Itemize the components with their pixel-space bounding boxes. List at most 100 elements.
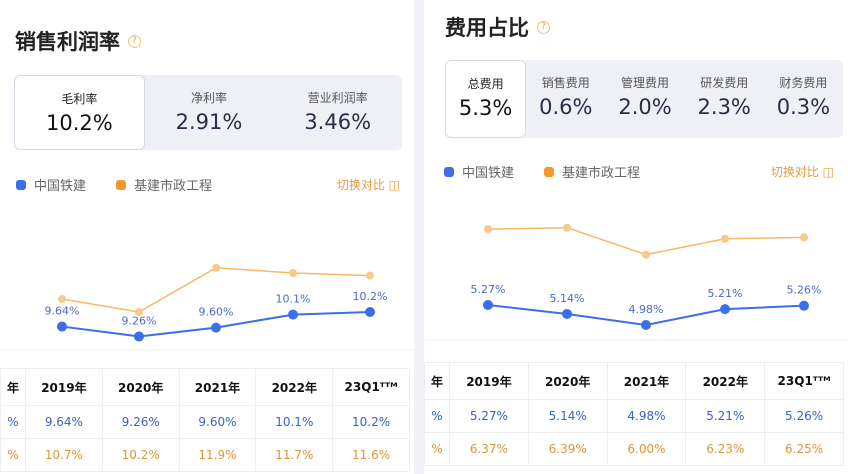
tab-label: 财务费用: [779, 76, 828, 90]
data-point[interactable]: [212, 263, 220, 272]
data-point[interactable]: [800, 233, 808, 242]
table-cell: 2022年: [255, 368, 334, 406]
legend-label: 基建市政工程: [562, 166, 641, 181]
legend-dot-series2: [116, 179, 127, 190]
switch-compare-button[interactable]: 切换对比 ◫: [336, 178, 400, 192]
data-label: 5.14%: [550, 292, 585, 305]
table-cell: 23Q1ᵀᵀᴹ: [332, 368, 410, 406]
tab-gross-margin[interactable]: 毛利率 10.2%: [14, 75, 145, 150]
data-point[interactable]: [720, 304, 730, 315]
table-cell: 2019年: [449, 362, 529, 400]
data-point[interactable]: [799, 300, 809, 311]
table-cell: 10.1%: [255, 405, 334, 439]
tab-finance-expense[interactable]: 财务费用 0.3%: [764, 60, 843, 138]
tab-value: 3.46%: [304, 110, 372, 134]
tab-label: 营业利润率: [307, 91, 368, 105]
data-point[interactable]: [211, 322, 221, 333]
data-point[interactable]: [484, 225, 492, 234]
data-point[interactable]: [288, 309, 298, 320]
data-point[interactable]: [289, 269, 297, 277]
table-cell: 9.64%: [25, 405, 103, 439]
tab-value: 2.3%: [697, 95, 751, 119]
panel-title: 费用占比: [445, 16, 529, 40]
table-cell: 6.37%: [449, 432, 529, 466]
legend-dot-series1: [16, 179, 26, 190]
table-cell: 5.27%: [449, 399, 529, 433]
help-icon[interactable]: ?: [537, 20, 550, 34]
tab-label: 总费用: [467, 77, 504, 91]
data-point[interactable]: [563, 223, 571, 232]
legend-label: 中国铁建: [462, 166, 515, 181]
tab-value: 2.91%: [175, 110, 243, 134]
legend-dot-series2: [544, 166, 555, 177]
data-point[interactable]: [134, 331, 144, 342]
data-point[interactable]: [642, 250, 650, 259]
metric-tabs: 毛利率 10.2% 净利率 2.91% 营业利润率 3.46%: [14, 75, 402, 150]
tab-label: 研发费用: [700, 76, 749, 90]
table-cell: %: [424, 399, 450, 433]
table-cell: 5.26%: [764, 399, 844, 433]
tab-net-margin[interactable]: 净利率 2.91%: [145, 75, 274, 150]
title-bar: 费用占比 ?: [445, 12, 550, 42]
table-cell: 10.2%: [332, 405, 410, 439]
table-cell: 2022年: [685, 362, 766, 400]
data-point[interactable]: [366, 271, 374, 280]
data-point[interactable]: [57, 321, 67, 332]
data-label: 5.27%: [471, 283, 506, 296]
title-bar: 销售利润率 ?: [15, 26, 141, 56]
table-cell: 11.7%: [255, 438, 334, 472]
tab-value: 0.3%: [776, 95, 831, 119]
tab-total-expense[interactable]: 总费用 5.3%: [445, 60, 527, 138]
help-icon[interactable]: ?: [128, 34, 141, 48]
switch-compare-button[interactable]: 切换对比 ◫: [770, 165, 834, 179]
table-row: 年 2019年 2020年 2021年 2022年 23Q1ᵀᵀᴹ: [424, 362, 844, 400]
table-cell: %: [0, 405, 26, 439]
legend-dot-series1: [444, 166, 454, 177]
table-cell: %: [424, 432, 450, 466]
line-chart: 9.64% 9.26% 9.60% 10.1% 10.2%: [0, 263, 414, 351]
tab-value: 0.6%: [539, 95, 593, 119]
table-cell: 6.39%: [527, 432, 608, 466]
table-cell: 10.2%: [101, 438, 180, 472]
table-cell: 5.21%: [685, 399, 766, 433]
data-point[interactable]: [641, 320, 651, 330]
data-point[interactable]: [135, 308, 143, 316]
data-label: 4.98%: [629, 303, 664, 316]
tab-operating-margin[interactable]: 营业利润率 3.46%: [273, 75, 402, 150]
tab-value: 2.0%: [618, 95, 672, 119]
table-row: % 9.64% 9.26% 9.60% 10.1% 10.2%: [0, 405, 410, 439]
chart-legend: 中国铁建 基建市政工程: [444, 162, 640, 181]
data-point[interactable]: [58, 295, 66, 303]
legend-label: 基建市政工程: [134, 179, 213, 194]
chart-legend: 中国铁建 基建市政工程: [16, 175, 212, 194]
table-cell: 4.98%: [606, 399, 687, 433]
table-cell: 9.60%: [178, 405, 257, 439]
table-cell: 年: [0, 368, 26, 406]
tab-rd-expense[interactable]: 研发费用 2.3%: [685, 60, 764, 138]
table-cell: 6.25%: [764, 432, 844, 466]
data-label: 10.1%: [276, 293, 311, 306]
data-table: 年 2019年 2020年 2021年 2022年 23Q1ᵀᵀᴹ% 9.64% 9.26% 9…: [0, 368, 410, 472]
data-point[interactable]: [365, 307, 375, 317]
data-point[interactable]: [483, 299, 493, 310]
table-cell: 11.6%: [332, 438, 410, 472]
data-label: 5.21%: [708, 287, 743, 300]
metric-tabs: 总费用 5.3% 销售费用 0.6% 管理费用 2.0% 研发费用 2.3% 财务费用 0…: [445, 60, 843, 138]
data-label: 9.26%: [122, 314, 157, 327]
table-cell: 6.00%: [606, 432, 687, 466]
table-cell: 2020年: [527, 362, 608, 400]
tab-label: 毛利率: [61, 92, 98, 106]
tab-selling-expense[interactable]: 销售费用 0.6%: [526, 60, 605, 138]
data-label: 5.26%: [787, 284, 822, 297]
data-point[interactable]: [562, 308, 572, 319]
tab-admin-expense[interactable]: 管理费用 2.0%: [605, 60, 684, 138]
tab-label: 管理费用: [621, 76, 670, 90]
data-label: 9.60%: [199, 306, 234, 319]
data-point[interactable]: [721, 234, 729, 243]
legend-label: 中国铁建: [34, 179, 87, 194]
table-row: % 10.7% 10.2% 11.9% 11.7% 11.6%: [0, 438, 410, 472]
table-cell: 2020年: [101, 368, 180, 406]
table-cell: 年: [424, 362, 450, 400]
tab-label: 净利率: [191, 91, 228, 105]
table-cell: 2019年: [25, 368, 103, 406]
